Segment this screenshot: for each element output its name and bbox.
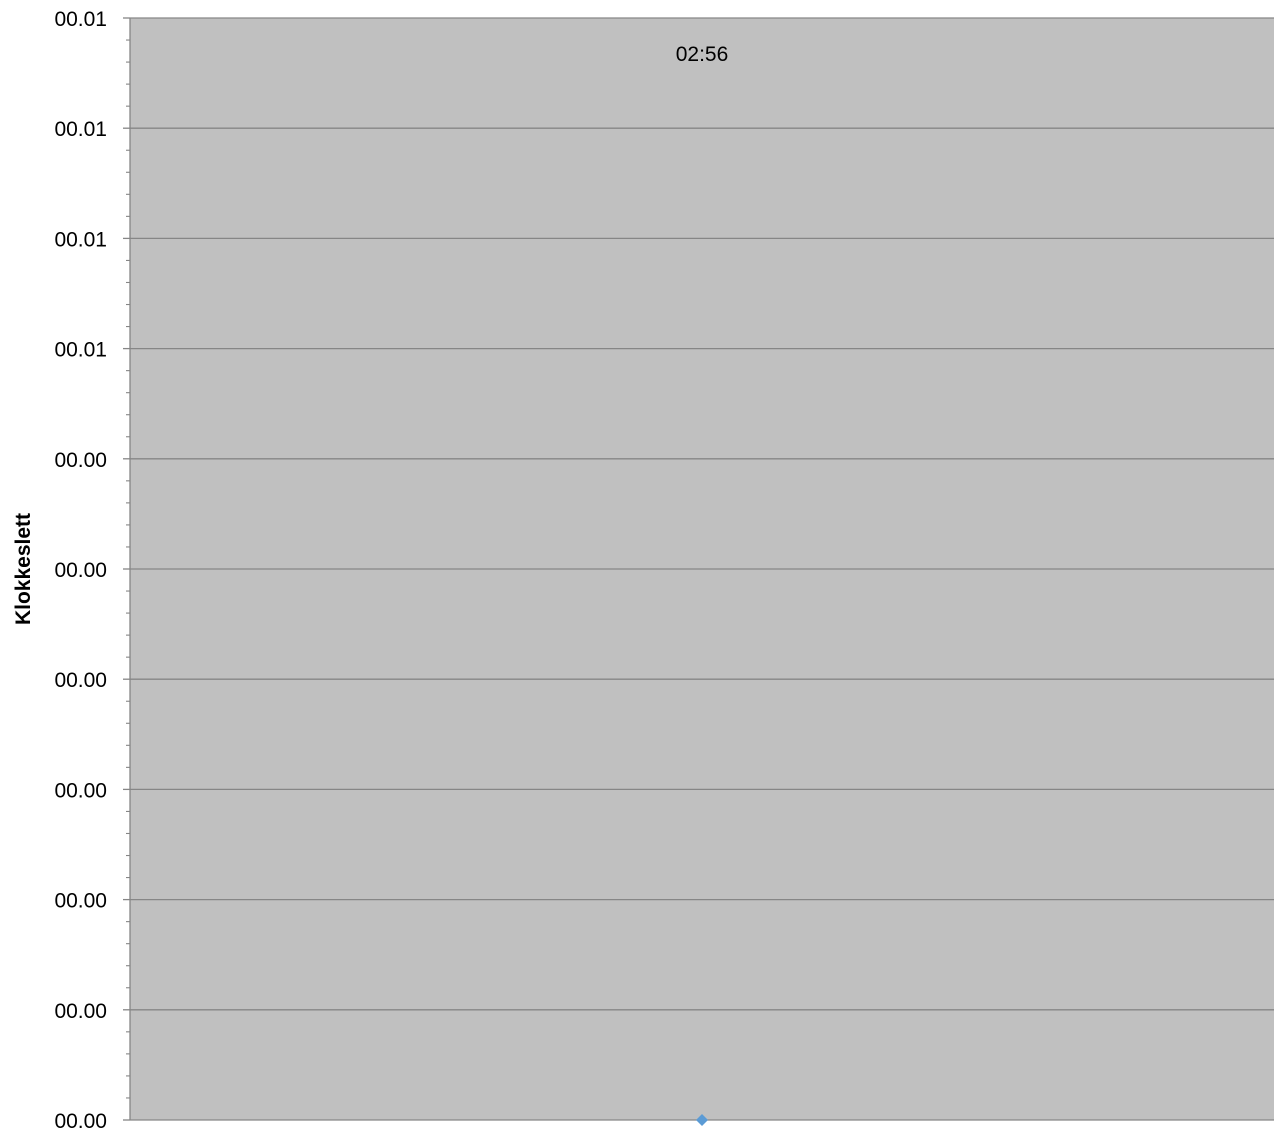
y-tick-label: 00.00 — [54, 449, 107, 472]
y-tick-label: 00.00 — [54, 1000, 107, 1023]
y-axis-title: Klokkeslett — [12, 513, 35, 625]
y-tick-label: 00.00 — [54, 559, 107, 582]
data-point-marker — [696, 1114, 708, 1126]
gridlines — [130, 17, 1274, 1121]
y-axis — [123, 17, 131, 1121]
y-tick-label: 00.01 — [54, 339, 107, 362]
data-label: 02:56 — [676, 43, 729, 66]
y-tick-label: 00.01 — [54, 8, 107, 31]
y-tick-label: 00.00 — [54, 890, 107, 913]
y-tick-label: 00.01 — [54, 228, 107, 251]
y-tick-label: 00.00 — [54, 779, 107, 802]
data-points: 02:56 — [676, 43, 729, 1126]
y-tick-label: 00.01 — [54, 118, 107, 141]
y-tick-labels: 00.00 00.00 00.00 00.00 00.00 00.00 00.00 00.01… — [54, 8, 107, 1133]
y-tick-label: 00.00 — [54, 1110, 107, 1131]
y-tick-label: 00.00 — [54, 669, 107, 692]
